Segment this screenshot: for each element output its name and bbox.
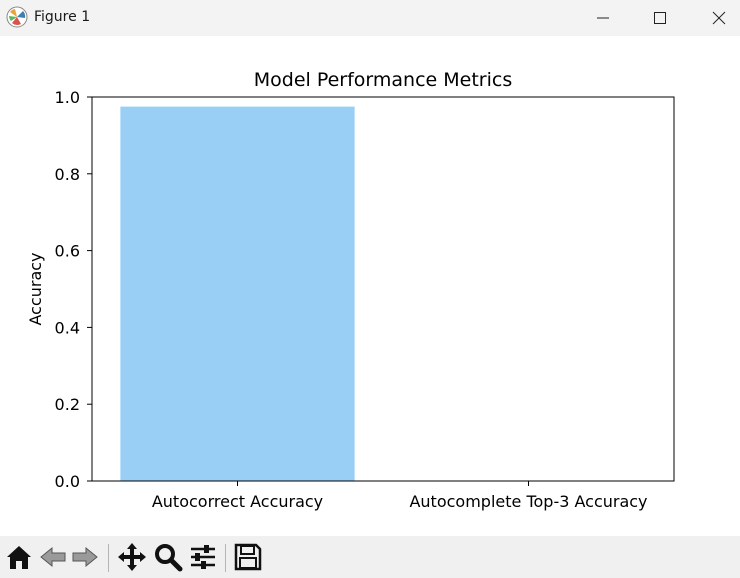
toolbar-separator (108, 544, 109, 572)
pan-icon (118, 543, 146, 571)
back-button[interactable] (38, 542, 68, 572)
configure-subplots-button[interactable] (188, 542, 218, 572)
bars-layer (120, 106, 355, 481)
x-tick-label: Autocorrect Accuracy (152, 492, 323, 511)
configure-subplots-icon (191, 545, 215, 569)
y-tick-label: 0.0 (55, 472, 80, 491)
maximize-icon (654, 12, 666, 24)
y-tick-label: 0.8 (55, 165, 80, 184)
y-ticks: 0.0 0.2 0.4 0.6 0.8 1.0 (55, 88, 92, 491)
home-button[interactable] (4, 542, 34, 572)
zoom-icon (155, 544, 183, 572)
pan-button[interactable] (117, 542, 147, 572)
save-icon (234, 543, 262, 571)
window-titlebar: Figure 1 (0, 0, 740, 36)
home-icon (7, 546, 31, 569)
y-tick-label: 0.2 (55, 395, 80, 414)
axes-frame (91, 96, 675, 482)
minimize-icon (597, 17, 609, 19)
maximize-button[interactable] (637, 0, 683, 36)
y-tick-label: 0.6 (55, 242, 80, 261)
forward-button[interactable] (70, 542, 100, 572)
chart-title: Model Performance Metrics (254, 69, 513, 91)
y-axis-label: Accuracy (26, 252, 45, 325)
forward-icon (72, 546, 98, 568)
figure-canvas[interactable]: 0.0 0.2 0.4 0.6 0.8 1.0 Autocorrect Accuracy A… (0, 36, 740, 536)
window-title: Figure 1 (34, 9, 91, 25)
y-tick-label: 0.4 (55, 318, 80, 337)
zoom-button[interactable] (153, 542, 183, 572)
minimize-button[interactable] (580, 0, 626, 36)
bar-chart: 0.00.20.40.60.81.0 Autocorrect Accuracy A… (26, 69, 675, 511)
save-button[interactable] (233, 542, 263, 572)
navigation-toolbar (0, 536, 740, 578)
x-ticks: Autocorrect Accuracy Autocomplete Top-3 A… (152, 481, 648, 511)
toolbar-separator (225, 544, 226, 572)
close-button[interactable] (696, 0, 740, 36)
y-tick-label: 1.0 (55, 88, 80, 107)
matplotlib-logo-icon (6, 6, 28, 28)
back-icon (40, 546, 66, 568)
x-tick-label: Autocomplete Top-3 Accuracy (409, 492, 647, 511)
bar (120, 106, 355, 481)
close-icon (712, 11, 726, 25)
